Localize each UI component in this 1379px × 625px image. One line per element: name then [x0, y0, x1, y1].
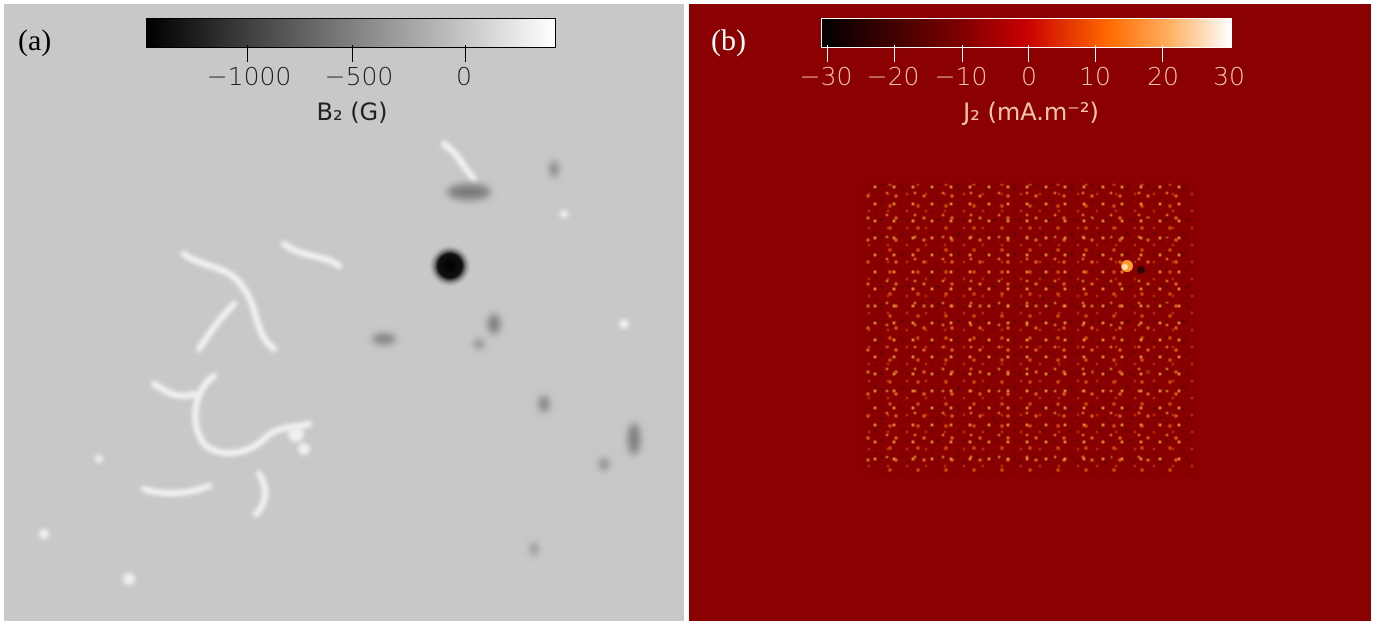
bz-colorbar	[146, 18, 556, 62]
tick-label: −10	[934, 62, 988, 91]
colorbar-tick	[1162, 45, 1163, 62]
active-region-currents	[864, 184, 1194, 474]
current-hotspot	[1121, 260, 1145, 274]
colorbar-tick	[247, 45, 248, 62]
tick-label: −30	[799, 62, 853, 91]
magnetogram-image	[39, 141, 640, 585]
jz-colorbar-ticks: −30 −20 −10 0 10 20 30	[800, 62, 1245, 92]
tick-label: −1000	[206, 62, 292, 91]
panel-label-a: (a)	[18, 24, 52, 57]
panel-label-b: (b)	[711, 24, 746, 57]
tick-label: −20	[866, 62, 920, 91]
current-density-image	[864, 184, 1194, 474]
tick-label: 30	[1213, 62, 1245, 91]
bz-colorbar-label: B₂ (G)	[316, 98, 388, 126]
tick-label: 10	[1079, 62, 1111, 91]
positive-network	[141, 141, 477, 517]
colorbar-tick	[1028, 45, 1029, 62]
tick-label: 20	[1147, 62, 1179, 91]
sunspot	[428, 244, 472, 288]
tick-label: −500	[324, 62, 394, 91]
tick-label: 0	[456, 62, 472, 91]
colorbar-tick	[1095, 45, 1096, 62]
jz-colorbar	[821, 18, 1232, 62]
bz-magnetogram-panel: (a) −1000 −500 0 B₂ (G)	[4, 4, 684, 621]
jz-current-panel: (b) −30 −20 −10 0 10 20 30 J₂ (mA.m⁻²)	[689, 4, 1371, 621]
colorbar-tick	[894, 45, 895, 62]
bz-colorbar-ticks: −1000 −500 0	[146, 62, 556, 92]
jz-colorbar-label: J₂ (mA.m⁻²)	[963, 98, 1099, 126]
tick-label: 0	[1021, 62, 1037, 91]
colorbar-tick	[352, 45, 353, 62]
colorbar-tick	[962, 45, 963, 62]
positive-spots	[39, 210, 629, 585]
colorbar-tick	[827, 45, 828, 62]
negative-patches	[372, 161, 640, 555]
colorbar-tick	[465, 45, 466, 62]
